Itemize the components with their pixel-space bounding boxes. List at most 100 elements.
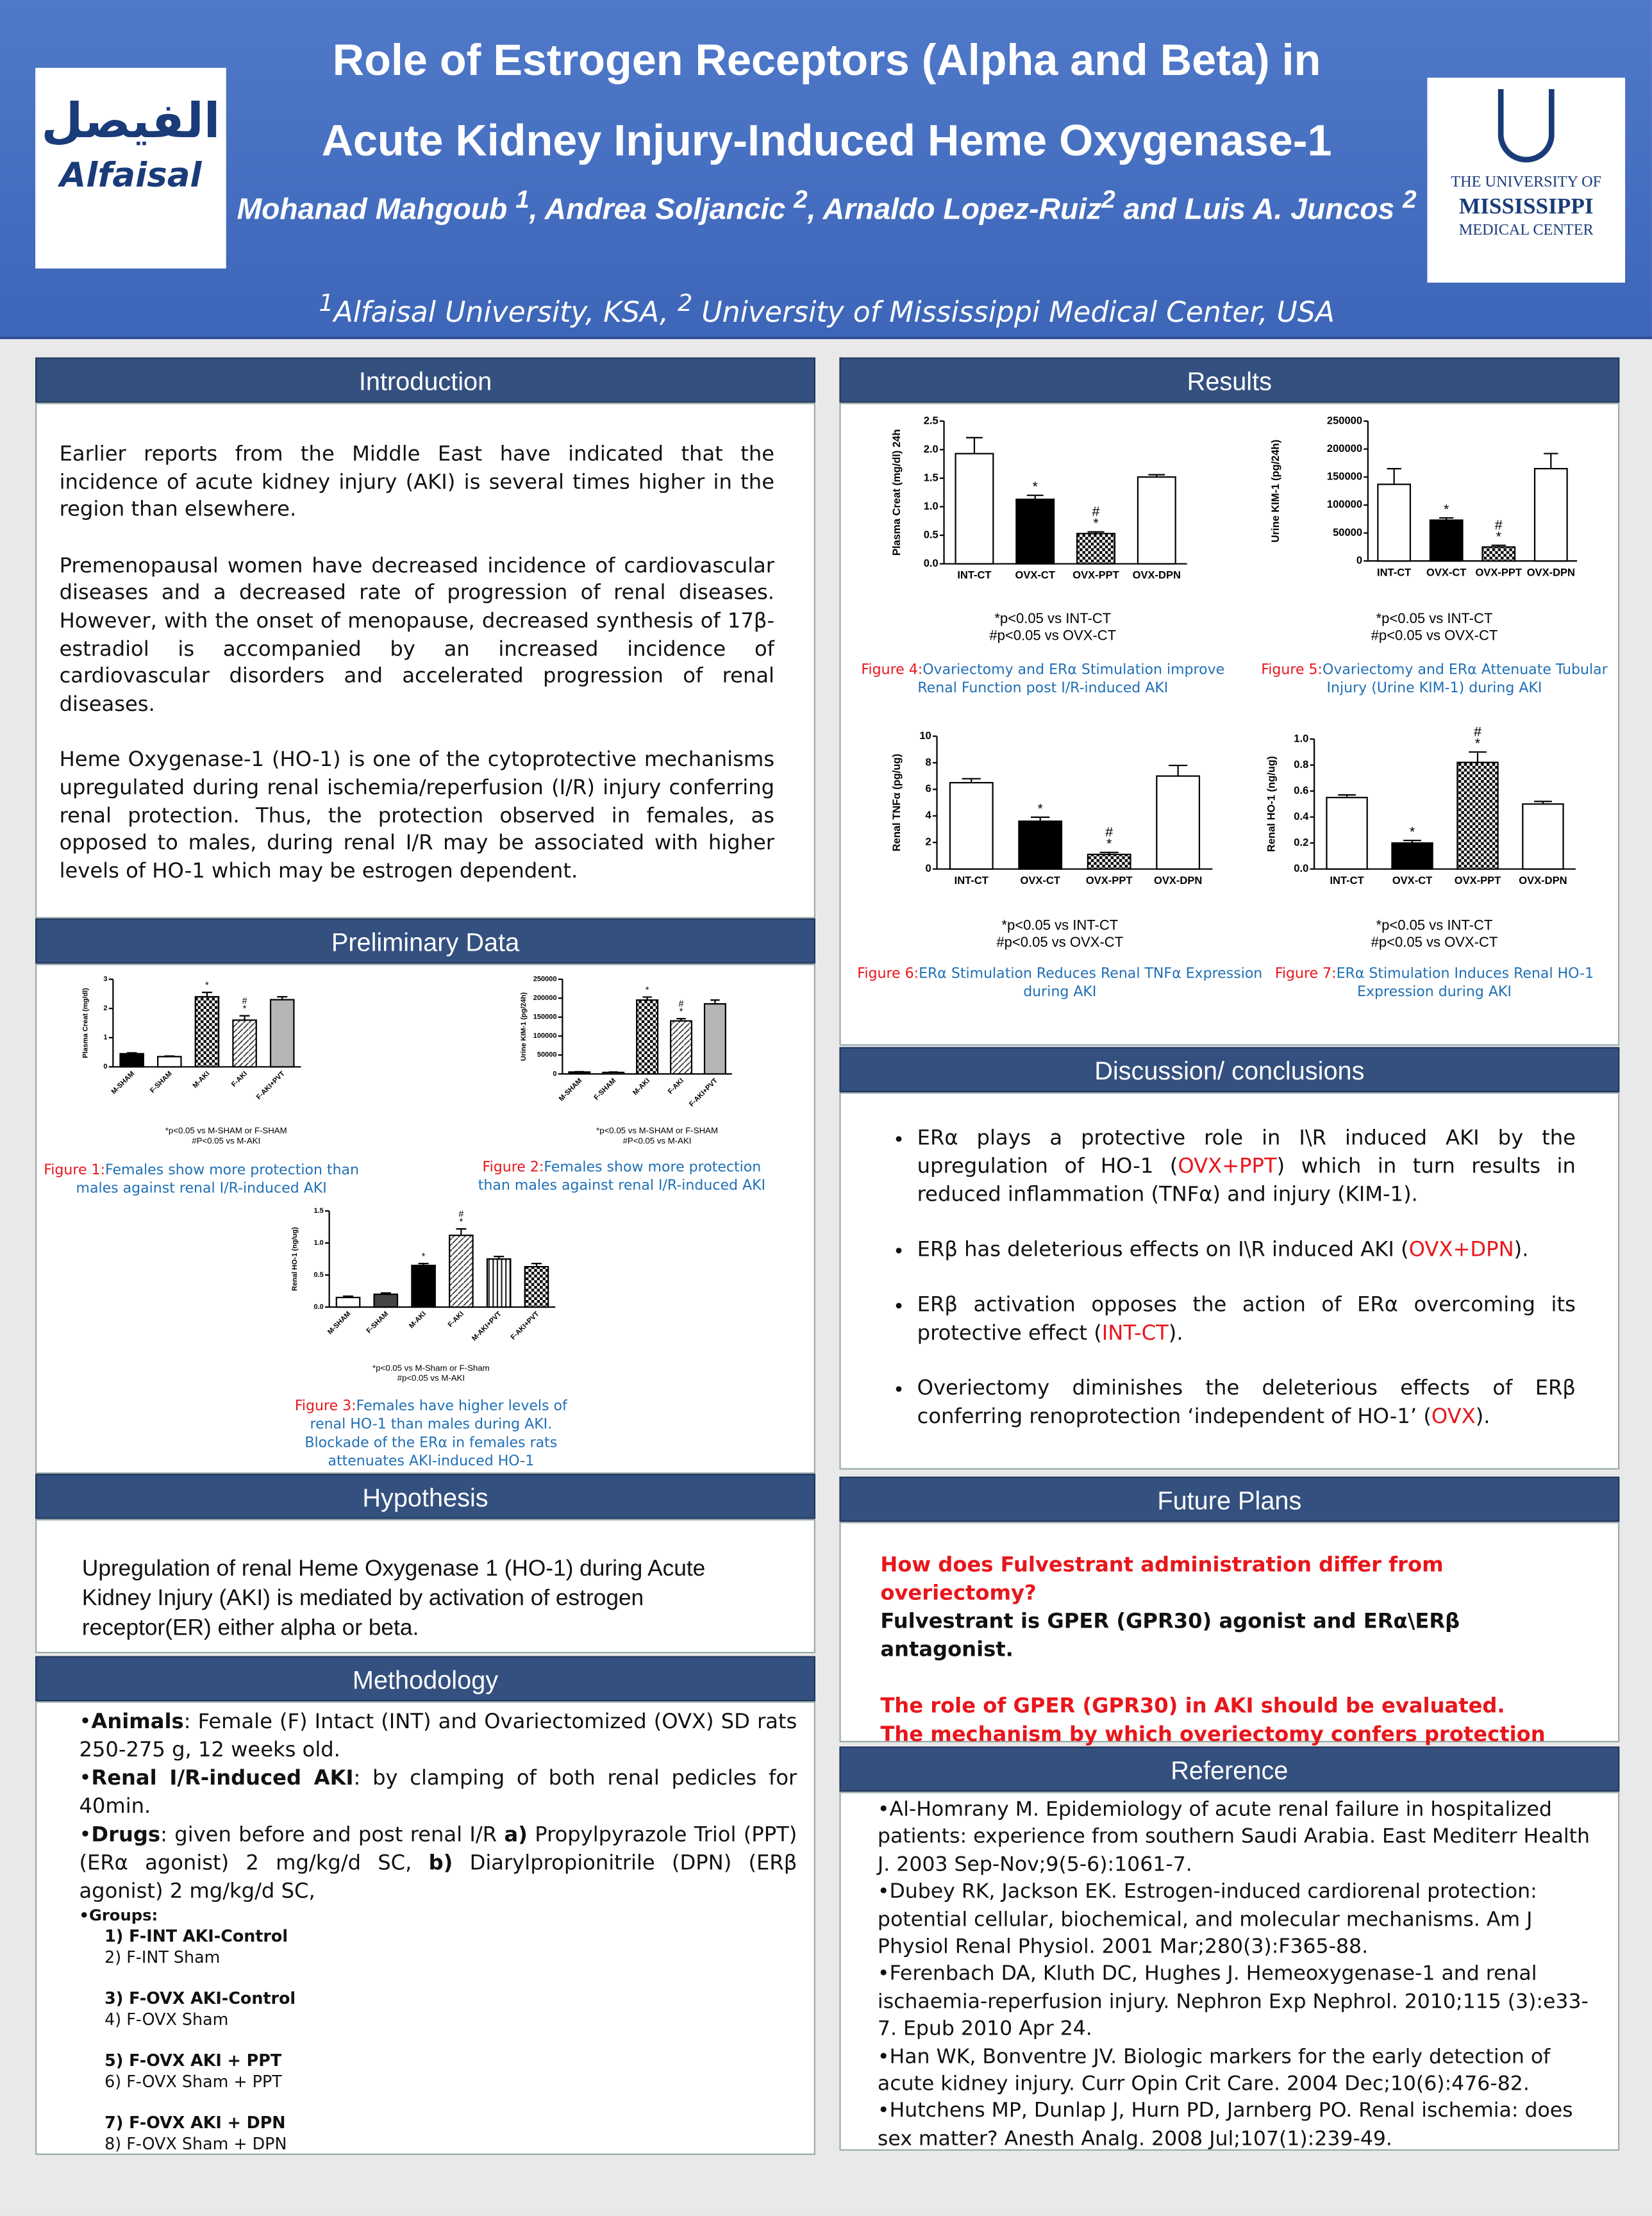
- significance-mark: *: [243, 1004, 247, 1014]
- bar: [1377, 483, 1412, 562]
- method-text: Animals: [91, 1710, 184, 1734]
- section-box: Upregulation of renal Heme Oxygenase 1 (…: [35, 1519, 815, 1654]
- group-line: 4) F-OVX Sham: [104, 2009, 229, 2029]
- x-tick-label: OVX-DPN: [1133, 569, 1181, 581]
- significance-mark: *: [460, 1217, 463, 1228]
- reference: •Hutchens MP, Dunlap J, Hurn PD, Jarnber…: [877, 2100, 1573, 2151]
- section-box: •Al-Homrany M. Epidemiology of acute ren…: [839, 1792, 1620, 2151]
- y-tick-label: 0.5: [924, 528, 939, 540]
- x-tick-label: OVX-DPN: [1519, 874, 1567, 887]
- figure-label: Figure 2:: [482, 1160, 544, 1176]
- method-text: Propylpyrazole Triol (PPT) (ERα agonist)…: [79, 1822, 797, 1876]
- bullet-text: OVX+PPT: [1178, 1154, 1277, 1179]
- author-text: , Arnaldo Lopez-Ruiz: [807, 194, 1102, 226]
- footnote: #P<0.05 vs M-AKI: [623, 1136, 692, 1145]
- y-tick-label: 2: [926, 836, 931, 848]
- bar: [524, 1266, 549, 1308]
- bar: [1522, 803, 1564, 870]
- x-tick-label: OVX-PPT: [1086, 874, 1133, 887]
- x-tick-label: F-AKI: [447, 1310, 465, 1329]
- future-line: The role of GPER (GPR30) in AKI should b…: [880, 1693, 1590, 1721]
- y-tick-label: 0.2: [1294, 837, 1308, 849]
- error-bar: [642, 996, 652, 1001]
- y-tick-label: 1.5: [924, 471, 939, 483]
- error-bar: [1439, 517, 1454, 521]
- author-text: 2: [794, 185, 808, 213]
- figure-caption: Figure 6:ERα Stimulation Reduces Renal T…: [855, 965, 1265, 1002]
- y-tick-label: 10: [919, 729, 931, 742]
- bar: [1076, 533, 1115, 565]
- footnote: #p<0.05 vs OVX-CT: [1371, 628, 1498, 644]
- future-line: How does Fulvestrant administration diff…: [880, 1551, 1590, 1608]
- title-line: Role of Estrogen Receptors (Alpha and Be…: [332, 35, 1321, 85]
- method-text: •: [79, 1822, 92, 1847]
- group: 1) F-INT AKI-Control 2) F-INT Sham: [104, 1926, 797, 1969]
- future-line: Fulvestrant is GPER (GPR30) agonist and …: [880, 1608, 1590, 1665]
- y-tick-label: 100000: [1327, 498, 1362, 510]
- section-box: •Animals: Female (F) Intact (INT) and Ov…: [35, 1701, 815, 2155]
- future-text: Fulvestrant is GPER (GPR30) agonist and …: [880, 1609, 1460, 1662]
- bullet-list: ERα plays a protective role in I\R induc…: [855, 1125, 1576, 1431]
- groups-label: •Groups:: [79, 1906, 158, 1925]
- error-bar: [1148, 474, 1165, 478]
- bullet-text: ).: [1514, 1238, 1529, 1262]
- y-tick-label: 150000: [533, 1013, 557, 1021]
- x-tick-label: F-SHAM: [365, 1310, 390, 1335]
- affiliation-text: University of Mississippi Medical Center…: [692, 294, 1335, 329]
- y-tick-label: 2.0: [924, 443, 939, 455]
- section-heading: Preliminary Data: [35, 918, 815, 964]
- error-bar: [1534, 801, 1552, 804]
- x-tick-label: F-SHAM: [592, 1077, 617, 1102]
- y-tick-label: 0: [926, 862, 931, 874]
- bar: [1456, 762, 1499, 870]
- bar: [194, 996, 220, 1068]
- bullet-text: ).: [1475, 1404, 1490, 1429]
- y-axis-label: Renal HO-1 (ng/ug): [1265, 756, 1277, 853]
- x-tick-label: M-AKI: [631, 1077, 651, 1097]
- error-bar: [676, 1017, 686, 1021]
- footnote: #p<0.05 vs M-AKI: [397, 1373, 465, 1383]
- y-tick-label: 250000: [1327, 414, 1362, 426]
- method-text: •: [79, 1766, 92, 1790]
- error-bar: [1168, 764, 1188, 776]
- x-tick-label: OVX-PPT: [1072, 569, 1119, 581]
- y-axis-label: Urine KIM-1 (pg/24h): [520, 992, 528, 1061]
- figure-caption: Figure 4:Ovariectomy and ERα Stimulation…: [852, 662, 1233, 698]
- footnote: *p<0.05 vs INT-CT: [1376, 917, 1493, 933]
- footnote: *p<0.05 vs M-SHAM or F-SHAM: [596, 1126, 718, 1135]
- logo-emblem: [1498, 88, 1555, 163]
- method-item: •Animals: Female (F) Intact (INT) and Ov…: [79, 1708, 797, 1765]
- bar: [119, 1053, 144, 1068]
- method-item: •Renal I/R-induced AKI: by clamping of b…: [79, 1765, 797, 1821]
- bar: [949, 781, 994, 870]
- y-tick-label: 1: [103, 1034, 107, 1042]
- affiliation-text: 2: [677, 289, 693, 317]
- method-text: : by clamping of both renal pedicles for…: [79, 1766, 797, 1819]
- significance-mark: *: [1038, 801, 1044, 816]
- figure-text: Females show more protection than males …: [478, 1160, 766, 1194]
- section-heading: Reference: [839, 1746, 1620, 1792]
- x-tick-label: F-AKI+PVT: [688, 1077, 719, 1108]
- paragraph: Premenopausal women have decreased incid…: [59, 553, 775, 717]
- bullet: ERβ activation opposes the action of ERα…: [917, 1292, 1576, 1348]
- y-tick-label: 3: [103, 976, 107, 983]
- x-tick-label: OVX-CT: [1392, 874, 1432, 887]
- y-tick-label: 2: [103, 1004, 107, 1012]
- significance-mark: #: [458, 1209, 463, 1219]
- y-tick-label: 8: [926, 756, 931, 768]
- bar: [636, 999, 659, 1075]
- bar: [1326, 797, 1368, 870]
- significance-mark: #: [1474, 724, 1481, 739]
- significance-mark: *: [1033, 479, 1039, 494]
- section-heading: Discussion/ conclusions: [839, 1047, 1620, 1093]
- bullet-text: ERβ activation opposes the action of ERα…: [917, 1293, 1576, 1345]
- error-bar: [239, 1015, 250, 1021]
- figure-text: Females have higher levels of renal HO-1…: [305, 1399, 567, 1470]
- x-tick-label: F-AKI: [230, 1070, 249, 1088]
- footnote: #p<0.05 vs OVX-CT: [989, 628, 1116, 644]
- y-tick-label: 150000: [1327, 471, 1362, 483]
- error-bar: [1387, 468, 1401, 485]
- method-text: Diarylpropionitrile (DPN) (ERβ agonist) …: [79, 1851, 797, 1904]
- figure-text: Ovariectomy and ERα Stimulation improve …: [917, 662, 1225, 697]
- author-text: , Andrea Soljancic: [529, 194, 794, 226]
